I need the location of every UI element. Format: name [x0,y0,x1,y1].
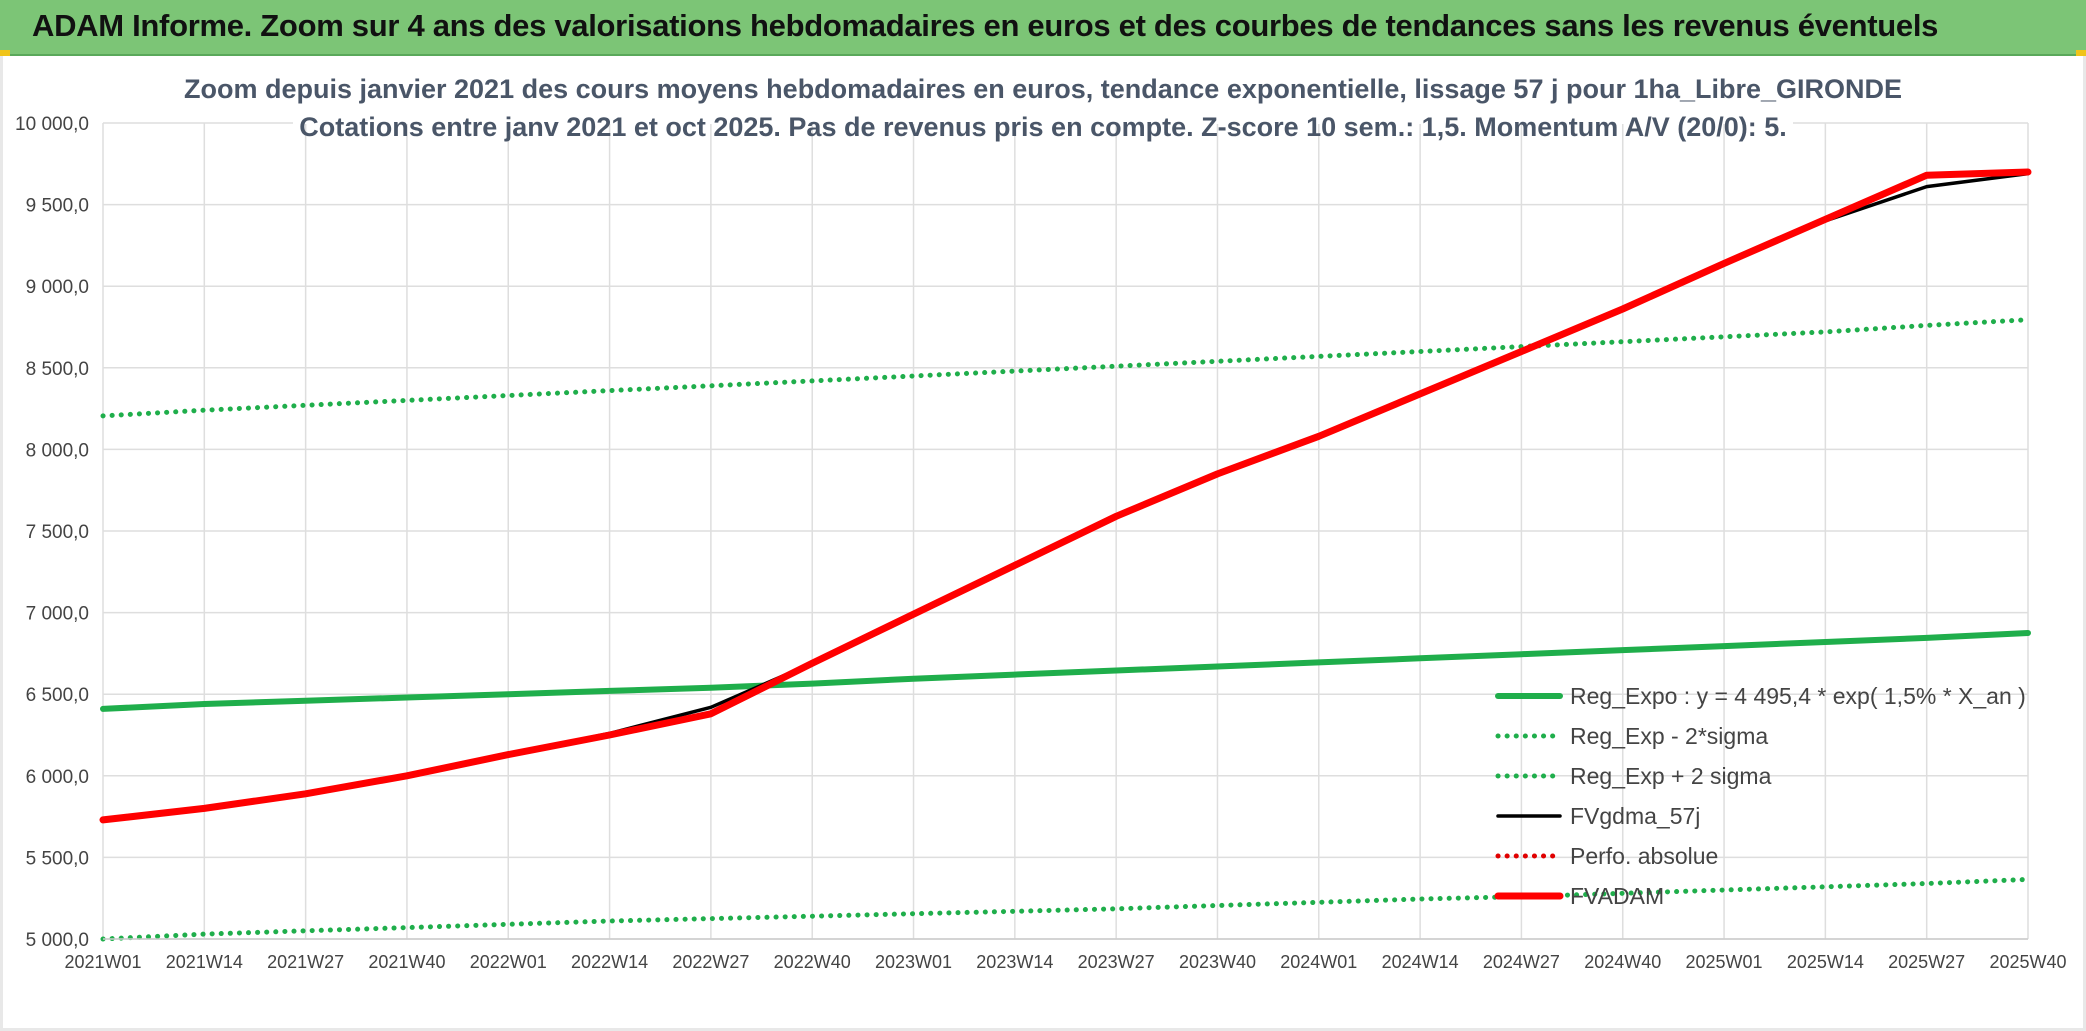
x-tick-label: 2022W14 [571,952,648,972]
y-tick-label: 7 500,0 [26,522,89,543]
legend-label: Perfo. absolue [1570,843,1718,869]
x-tick-label: 2021W40 [368,952,445,972]
line-chart: 5 000,0 5 500,0 6 000,0 6 500,0 7 000,0 7 500… [15,58,2067,972]
y-tick-label: 9 500,0 [26,196,89,217]
y-tick-label: 6 500,0 [26,685,89,706]
legend-label: Reg_Exp - 2*sigma [1570,723,1768,749]
series-line-reg_exp [100,876,2031,942]
x-tick-label: 2022W27 [672,952,749,972]
legend-label: Reg_Exp + 2 sigma [1570,763,1772,789]
chart-title: Zoom depuis janvier 2021 des cours moyen… [184,58,1902,142]
x-tick-label: 2021W14 [166,952,243,972]
report-banner: ADAM Informe. Zoom sur 4 ans des valoris… [0,0,2086,56]
y-tick-label: 7 000,0 [26,604,89,625]
chart-series [99,168,2032,942]
y-tick-label: 5 500,0 [26,848,89,869]
chart-area: 5 000,0 5 500,0 6 000,0 6 500,0 7 000,0 7 500… [0,56,2086,1031]
series-line-reg_exp [100,317,2031,419]
chart-grid [102,122,2029,940]
y-tick-label: 5 000,0 [26,930,89,951]
y-tick-label: 8 500,0 [26,359,89,380]
x-tick-label: 2024W27 [1483,952,1560,972]
x-tick-label: 2023W27 [1078,952,1155,972]
chart-axes: 5 000,0 5 500,0 6 000,0 6 500,0 7 000,0 7 500… [15,114,2067,972]
x-tick-label: 2024W14 [1382,952,1459,972]
chart-title-line: Cotations entre janv 2021 et oct 2025. P… [299,112,1787,142]
banner-corner-right [2076,50,2086,56]
series-line-reg_expo [100,630,2031,712]
x-tick-label: 2022W01 [470,952,547,972]
legend-label: FVgdma_57j [1570,803,1700,829]
y-tick-label: 10 000,0 [15,114,89,135]
chart-legend: Reg_Expo : y = 4 495,4 * exp( 1,5% * X_a… [1494,683,2026,909]
x-tick-label: 2023W01 [875,952,952,972]
x-tick-label: 2023W14 [976,952,1053,972]
legend-label: Reg_Expo : y = 4 495,4 * exp( 1,5% * X_a… [1570,683,2026,709]
x-tick-label: 2025W27 [1888,952,1965,972]
x-tick-label: 2021W01 [64,952,141,972]
y-tick-label: 8 000,0 [26,440,89,461]
banner-title: ADAM Informe. Zoom sur 4 ans des valoris… [32,8,1939,43]
y-tick-label: 9 000,0 [26,277,89,298]
x-tick-label: 2022W40 [774,952,851,972]
x-tick-label: 2025W01 [1686,952,1763,972]
legend-label: FVADAM [1570,883,1664,909]
x-tick-label: 2023W40 [1179,952,1256,972]
x-tick-label: 2024W40 [1584,952,1661,972]
chart-title-line: Zoom depuis janvier 2021 des cours moyen… [184,74,1902,104]
y-tick-label: 6 000,0 [26,767,89,788]
x-tick-label: 2021W27 [267,952,344,972]
banner-corner-left [0,50,10,56]
series-line-fvadam [99,168,2032,824]
x-tick-label: 2025W40 [1989,952,2066,972]
x-tick-label: 2025W14 [1787,952,1864,972]
title-backdrop [293,58,1793,124]
x-tick-label: 2024W01 [1280,952,1357,972]
